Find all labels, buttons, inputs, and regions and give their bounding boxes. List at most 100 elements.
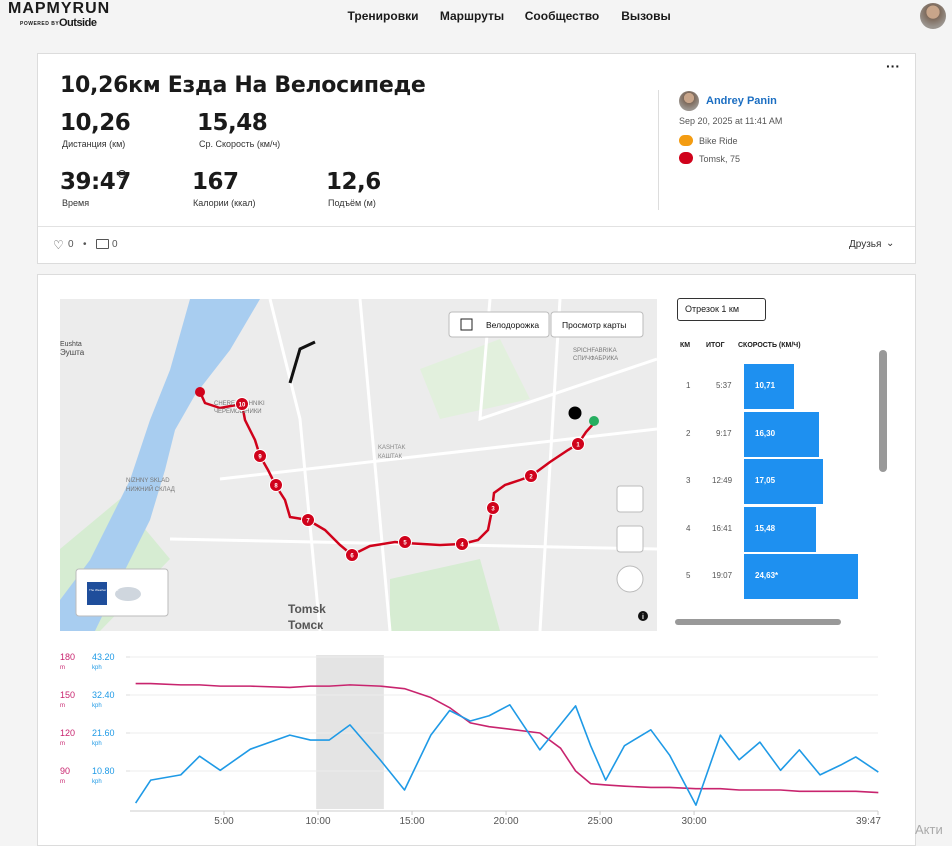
y-tick-label: 120 <box>60 728 75 738</box>
place-label: НИЖНИЙ СКЛАД <box>126 485 175 493</box>
table-vscroll[interactable] <box>879 350 887 472</box>
y-tick-label: 180 <box>60 652 75 662</box>
split-bar <box>744 554 859 599</box>
split-speed: 10,71 <box>755 381 776 390</box>
chevron: ⌄ <box>886 238 895 249</box>
route-marker <box>524 469 538 483</box>
highlight-band <box>316 655 384 809</box>
place-label: Томск <box>288 618 324 631</box>
activity-icon <box>679 135 693 146</box>
series-line <box>134 704 879 806</box>
y2-tick-label: 21.60 <box>92 728 115 738</box>
x-tick-label: 25:00 <box>588 816 613 827</box>
stat-label: Дистанция (км) <box>62 139 126 149</box>
comment-button[interactable] <box>96 239 109 249</box>
marker-label: 6 <box>350 554 354 560</box>
nav-link[interactable]: Маршруты <box>439 9 505 23</box>
map-info[interactable]: i <box>642 614 644 621</box>
y-unit-label: m <box>60 703 65 709</box>
like-button[interactable]: ♡ <box>53 238 64 252</box>
route-marker <box>253 449 267 463</box>
split-time: 16:41 <box>712 523 733 533</box>
split-km: 2 <box>686 428 691 438</box>
map-view-button[interactable]: Просмотр карты <box>562 320 626 330</box>
marker-label: 9 <box>258 455 262 461</box>
activity-type: Bike Ride <box>699 136 738 146</box>
x-tick-label: 10:00 <box>306 816 331 827</box>
elevation-speed-chart: 90 m 120 m 150 m 180 m 10.80 kph 21.60 kph 32.40 kph 4… <box>60 652 881 827</box>
marker-label: 1 <box>576 443 580 449</box>
y2-unit-label: kph <box>92 665 102 671</box>
y2-unit-label: kph <box>92 703 102 709</box>
split-speed: 15,48 <box>755 523 776 533</box>
stat-label: Калории (ккал) <box>193 198 256 208</box>
map[interactable]: EushtaЭуштаCHEREMOSHNIKIЧЕРЕМОШНИКИSPICH… <box>60 299 657 631</box>
split-time: 5:37 <box>716 381 732 390</box>
y2-unit-label: kph <box>92 741 102 747</box>
marker-label: 4 <box>460 543 464 549</box>
place-label: Eushta <box>60 341 82 348</box>
place-label: KASHTAK <box>378 445 406 451</box>
stat-label: Ср. Скорость (км/ч) <box>199 139 281 149</box>
nav-link[interactable]: Тренировки <box>347 9 419 23</box>
x-tick-label: 20:00 <box>494 816 519 827</box>
split-time: 19:07 <box>712 571 733 580</box>
place-label: СПИЧФАБРИКА <box>573 356 618 362</box>
route-marker <box>269 478 283 492</box>
route-marker <box>486 501 500 515</box>
stat-label: Время <box>62 198 90 208</box>
powered-by: POWERED BY <box>20 21 60 27</box>
place-label: ЧЕРЕМОШНИКИ <box>214 409 262 415</box>
divider <box>38 226 915 227</box>
stat-value: 15,48 <box>197 110 268 136</box>
table-header: КМ <box>680 342 691 349</box>
y-unit-label: m <box>60 741 65 747</box>
marker-label: 10 <box>239 403 246 409</box>
split-bar <box>744 364 794 409</box>
place-label: Tomsk <box>288 602 326 616</box>
split-km: 5 <box>686 571 691 580</box>
x-tick-label: 5:00 <box>214 816 234 827</box>
y2-tick-label: 32.40 <box>92 690 115 700</box>
split-time: 12:49 <box>712 476 733 485</box>
bike-lane-toggle[interactable]: Велодорожка <box>486 320 539 330</box>
stat-value: 12,6 <box>326 169 381 195</box>
x-tick-label: 30:00 <box>682 816 707 827</box>
split-km: 1 <box>686 381 691 390</box>
route-marker <box>398 535 412 549</box>
user-name[interactable]: Andrey Panin <box>706 95 777 107</box>
logo[interactable]: MAPMYRUN <box>8 0 111 17</box>
split-selector-label: Отрезок 1 км <box>685 304 740 314</box>
nav-link[interactable]: Вызовы <box>621 9 671 23</box>
stat-value: 167 <box>192 169 239 195</box>
y-tick-label: 90 <box>60 766 70 776</box>
table-header: ИТОГ <box>706 342 725 349</box>
route-marker <box>345 548 359 562</box>
x-tick-label: 39:47 <box>856 816 881 827</box>
split-bar <box>744 411 820 457</box>
split-bar <box>744 506 816 552</box>
location-icon <box>679 152 693 164</box>
place-label: Эушта <box>60 348 85 357</box>
split-speed: 24,63* <box>755 571 779 580</box>
series-line <box>135 682 879 794</box>
table-hscroll[interactable] <box>661 617 871 626</box>
privacy-selector[interactable]: Друзья <box>849 239 882 250</box>
marker-label: 8 <box>274 484 278 490</box>
marker-label: 7 <box>306 519 310 525</box>
place-label: NIZHNY SKLAD <box>126 478 170 484</box>
split-selector[interactable] <box>677 298 766 321</box>
marker-label: 3 <box>491 507 495 513</box>
y-unit-label: m <box>60 665 65 671</box>
route-marker <box>455 537 469 551</box>
user-avatar[interactable] <box>679 91 699 111</box>
route-marker <box>571 437 585 451</box>
split-speed: 16,30 <box>755 428 776 438</box>
profile-avatar[interactable] <box>920 3 946 29</box>
more-menu[interactable]: ··· <box>886 58 900 74</box>
location: Tomsk, 75 <box>699 154 741 164</box>
y2-tick-label: 43.20 <box>92 652 115 662</box>
stopwatch-icon <box>118 170 126 178</box>
nav-link[interactable]: Сообщество <box>524 9 600 23</box>
